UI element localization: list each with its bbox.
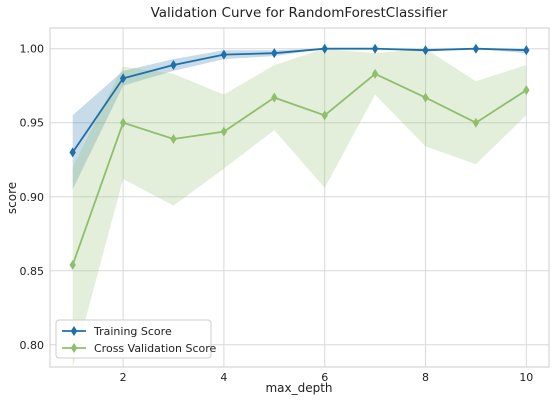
x-tick-label: 8 xyxy=(422,371,429,384)
y-tick-label: 0.85 xyxy=(20,265,45,278)
training-score-point xyxy=(69,147,76,158)
chart-title: Validation Curve for RandomForestClassif… xyxy=(151,5,448,21)
x-axis-label: max_depth xyxy=(265,381,332,395)
cross-validation-score-point xyxy=(371,68,379,79)
plot-frame xyxy=(49,27,550,368)
cross-validation-score-point xyxy=(321,110,328,121)
cross-validation-score-point xyxy=(472,117,480,128)
training-score-point xyxy=(321,43,328,54)
y-tick-label: 1.00 xyxy=(20,43,45,56)
legend-swatch-marker xyxy=(70,343,78,353)
y-tick-labels: 0.80 0.85 0.90 0.95 1.00 xyxy=(20,43,45,352)
x-tick-label: 2 xyxy=(120,371,127,384)
cross-validation-score-point xyxy=(220,126,228,137)
cross-validation-score-point xyxy=(422,92,429,103)
series-markers xyxy=(69,43,530,270)
training-score-point xyxy=(271,48,278,59)
cross-validation-score-point xyxy=(69,259,76,270)
y-axis-label: score xyxy=(5,182,19,214)
legend-box xyxy=(55,319,212,359)
training-score-point xyxy=(472,43,480,54)
cross-validation-score-point xyxy=(271,92,278,103)
y-tick-label: 0.95 xyxy=(20,117,45,130)
plot-area xyxy=(50,28,549,367)
x-tick-label: 4 xyxy=(220,371,227,384)
training-score-point xyxy=(220,49,228,60)
training-score-point xyxy=(371,43,379,54)
series-lines xyxy=(71,47,527,266)
cross-validation-score-point xyxy=(523,85,530,96)
legend-entry-cross-validation-score: Cross Validation Score xyxy=(94,342,217,355)
x-tick-label: 6 xyxy=(321,371,328,384)
legend: Training Score Cross Validation Score xyxy=(55,319,217,359)
cross-validation-score-point xyxy=(119,117,127,128)
training-score-line xyxy=(71,47,527,153)
confidence-bands xyxy=(72,48,527,367)
y-tick-label: 0.80 xyxy=(20,339,45,352)
y-tick-label: 0.90 xyxy=(20,191,45,204)
x-tick-label: 10 xyxy=(519,371,533,384)
training-score-point xyxy=(170,60,177,71)
cross-validation-score-point xyxy=(170,134,177,145)
x-tick-labels: 2 4 6 8 10 xyxy=(120,371,534,384)
training-score-point xyxy=(119,73,127,84)
legend-entry-training-score: Training Score xyxy=(93,325,172,338)
cross-validation-score-line xyxy=(71,72,527,266)
training-score-point xyxy=(422,45,429,56)
training-score-point xyxy=(523,45,530,56)
cross-validation-score-band xyxy=(72,48,527,367)
legend-swatch-marker xyxy=(70,326,78,336)
